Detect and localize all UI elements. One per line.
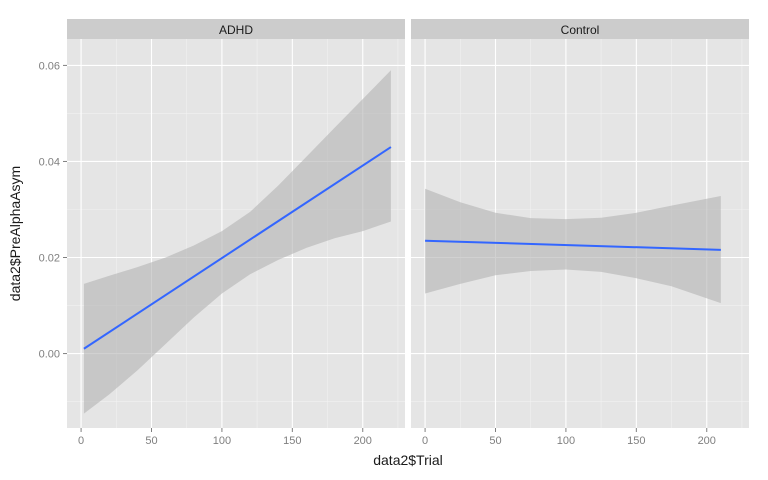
confidence-band	[83, 70, 391, 414]
y-tick-label: 0.04	[39, 156, 60, 168]
facet-strip	[67, 19, 405, 39]
facet-strip-label: Control	[561, 23, 600, 37]
x-tick-label: 50	[489, 435, 501, 447]
facet-strip-label: ADHD	[219, 23, 253, 37]
x-tick-label: 100	[557, 435, 575, 447]
y-tick-label: 0.00	[39, 349, 60, 361]
x-tick-label: 0	[422, 435, 428, 447]
x-tick-label: 150	[627, 435, 645, 447]
fit-line	[425, 239, 721, 251]
x-tick-label: 200	[698, 435, 716, 447]
fit-line	[83, 146, 392, 350]
panel-adhd: ADHD 0 50 100 150 200	[67, 19, 405, 447]
y-axis-title: data2$PreAlphaAsym	[7, 166, 23, 301]
panel-control: Control 0 50 100 150 200	[411, 19, 749, 447]
x-tick-label: 0	[78, 435, 84, 447]
x-tick-label: 50	[145, 435, 157, 447]
y-tick-label: 0.06	[39, 60, 60, 72]
facet-strip	[411, 19, 749, 39]
y-tick-label: 0.02	[39, 253, 60, 265]
x-tick-label: 150	[283, 435, 301, 447]
x-tick-label: 200	[354, 435, 372, 447]
x-tick-label: 100	[213, 435, 231, 447]
x-axis-title: data2$Trial	[373, 452, 443, 468]
